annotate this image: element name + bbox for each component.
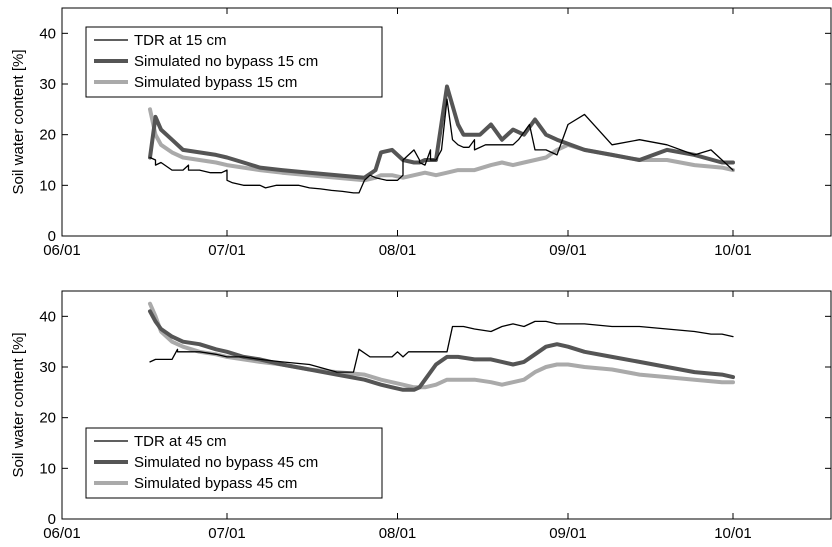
x-tick-label: 06/01 (43, 242, 81, 259)
x-tick-label: 07/01 (208, 242, 246, 259)
series-line-1 (149, 98, 734, 194)
x-tick-label: 06/01 (43, 525, 81, 542)
series-line-3 (148, 301, 735, 390)
x-tick-label: 07/01 (208, 525, 246, 542)
y-axis-label: Soil water content [%] (10, 332, 27, 477)
series-line-1 (149, 320, 734, 373)
y-axis-label: Soil water content [%] (10, 49, 27, 194)
legend: TDR at 45 cm Simulated no bypass 45 cm Sim… (85, 427, 383, 499)
y-tick-label: 20 (39, 410, 56, 427)
x-tick-label: 09/01 (549, 242, 587, 259)
legend-box (85, 26, 383, 98)
y-tick-label: 30 (39, 359, 56, 376)
y-tick-label: 10 (39, 460, 56, 477)
x-tick-label: 08/01 (379, 525, 417, 542)
y-tick-label: 20 (39, 127, 56, 144)
legend-label: TDR at 15 cm (134, 32, 227, 49)
legend: TDR at 15 cm Simulated no bypass 15 cm Sim… (85, 26, 383, 98)
x-tick-label: 09/01 (549, 525, 587, 542)
y-tick-label: 40 (39, 25, 56, 42)
chart-panel-2: 06/01 07/01 08/01 09/01 10/01 0 10 20 30 40 Soil w… (10, 290, 832, 542)
y-tick-label: 0 (48, 228, 56, 245)
y-tick-label: 10 (39, 177, 56, 194)
y-tick-label: 30 (39, 76, 56, 93)
legend-label: Simulated no bypass 15 cm (134, 53, 318, 70)
legend-label: Simulated bypass 45 cm (134, 475, 297, 492)
x-tick-label: 10/01 (714, 525, 752, 542)
x-tick-label: 08/01 (379, 242, 417, 259)
legend-label: Simulated bypass 15 cm (134, 74, 297, 91)
x-tick-label: 10/01 (714, 242, 752, 259)
y-tick-label: 0 (48, 511, 56, 528)
chart-panel-1: 06/01 07/01 08/01 09/01 10/01 0 10 20 30 40 Soil w… (10, 7, 832, 259)
plot-frame (61, 290, 832, 520)
legend-label: Simulated no bypass 45 cm (134, 454, 318, 471)
legend-label: TDR at 45 cm (134, 433, 227, 450)
y-tick-label: 40 (39, 308, 56, 325)
series-line-2 (148, 84, 735, 180)
series-line-2 (148, 309, 735, 392)
legend-box (85, 427, 383, 499)
plot-frame (61, 7, 832, 237)
